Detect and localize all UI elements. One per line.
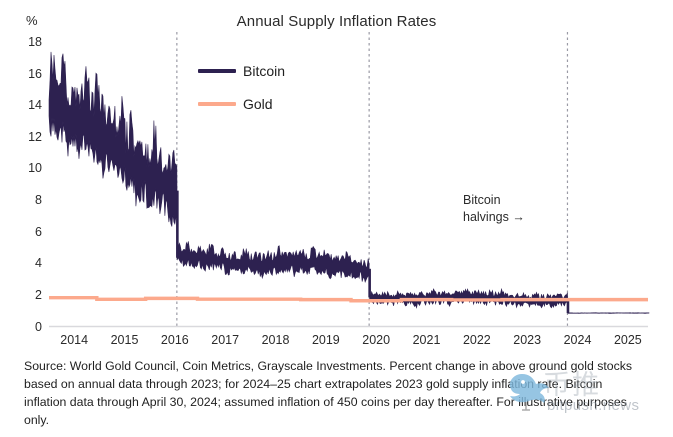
- source-footnote: Source: World Gold Council, Coin Metrics…: [24, 359, 633, 428]
- series-bitcoin: [48, 51, 650, 314]
- y-axis-tick-12: 12: [28, 129, 42, 144]
- x-axis-tick-2021: 2021: [412, 333, 441, 347]
- chart-title: Annual Supply Inflation Rates: [236, 13, 437, 30]
- annotation-line-2: halvings →: [463, 209, 525, 224]
- x-axis-tick-2020: 2020: [362, 333, 391, 347]
- y-axis-tick-10: 10: [28, 161, 42, 176]
- y-axis-tick-14: 14: [28, 98, 42, 113]
- x-axis-tick-2015: 2015: [110, 333, 139, 347]
- y-axis-unit-label: %: [26, 13, 38, 28]
- legend-swatch-gold: [198, 102, 236, 106]
- x-axis-tick-2023: 2023: [513, 333, 542, 347]
- y-axis-tick-18: 18: [28, 35, 42, 49]
- series-gold: [49, 296, 648, 303]
- legend-label-bitcoin: Bitcoin: [243, 63, 286, 79]
- x-axis-tick-2016: 2016: [160, 333, 189, 347]
- legend-label-gold: Gold: [243, 96, 273, 112]
- annotation-line-1: Bitcoin: [463, 193, 501, 207]
- series-paths: [48, 51, 650, 314]
- x-axis-tick-2018: 2018: [261, 333, 290, 347]
- y-axis-tick-8: 8: [35, 193, 42, 208]
- y-axis-tick-16: 16: [28, 66, 42, 81]
- y-axis-tick-0: 0: [35, 319, 42, 334]
- x-axis-tick-2017: 2017: [211, 333, 240, 347]
- x-axis-tick-2022: 2022: [462, 333, 491, 347]
- y-axis-tick-2: 2: [35, 287, 42, 302]
- x-axis-tick-2019: 2019: [311, 333, 340, 347]
- x-axis-tick-2014: 2014: [60, 333, 89, 347]
- x-axis-tick-2024: 2024: [563, 333, 592, 347]
- legend-item-bitcoin[interactable]: Bitcoin: [198, 63, 285, 79]
- y-axis-tick-4: 4: [35, 256, 42, 271]
- x-axis-tick-2025: 2025: [613, 333, 642, 347]
- legend-swatch-bitcoin: [198, 69, 236, 73]
- bitcoin-halvings-annotation: Bitcoin halvings →: [463, 192, 525, 226]
- y-axis-tick-6: 6: [35, 224, 42, 239]
- legend-item-gold[interactable]: Gold: [198, 96, 273, 112]
